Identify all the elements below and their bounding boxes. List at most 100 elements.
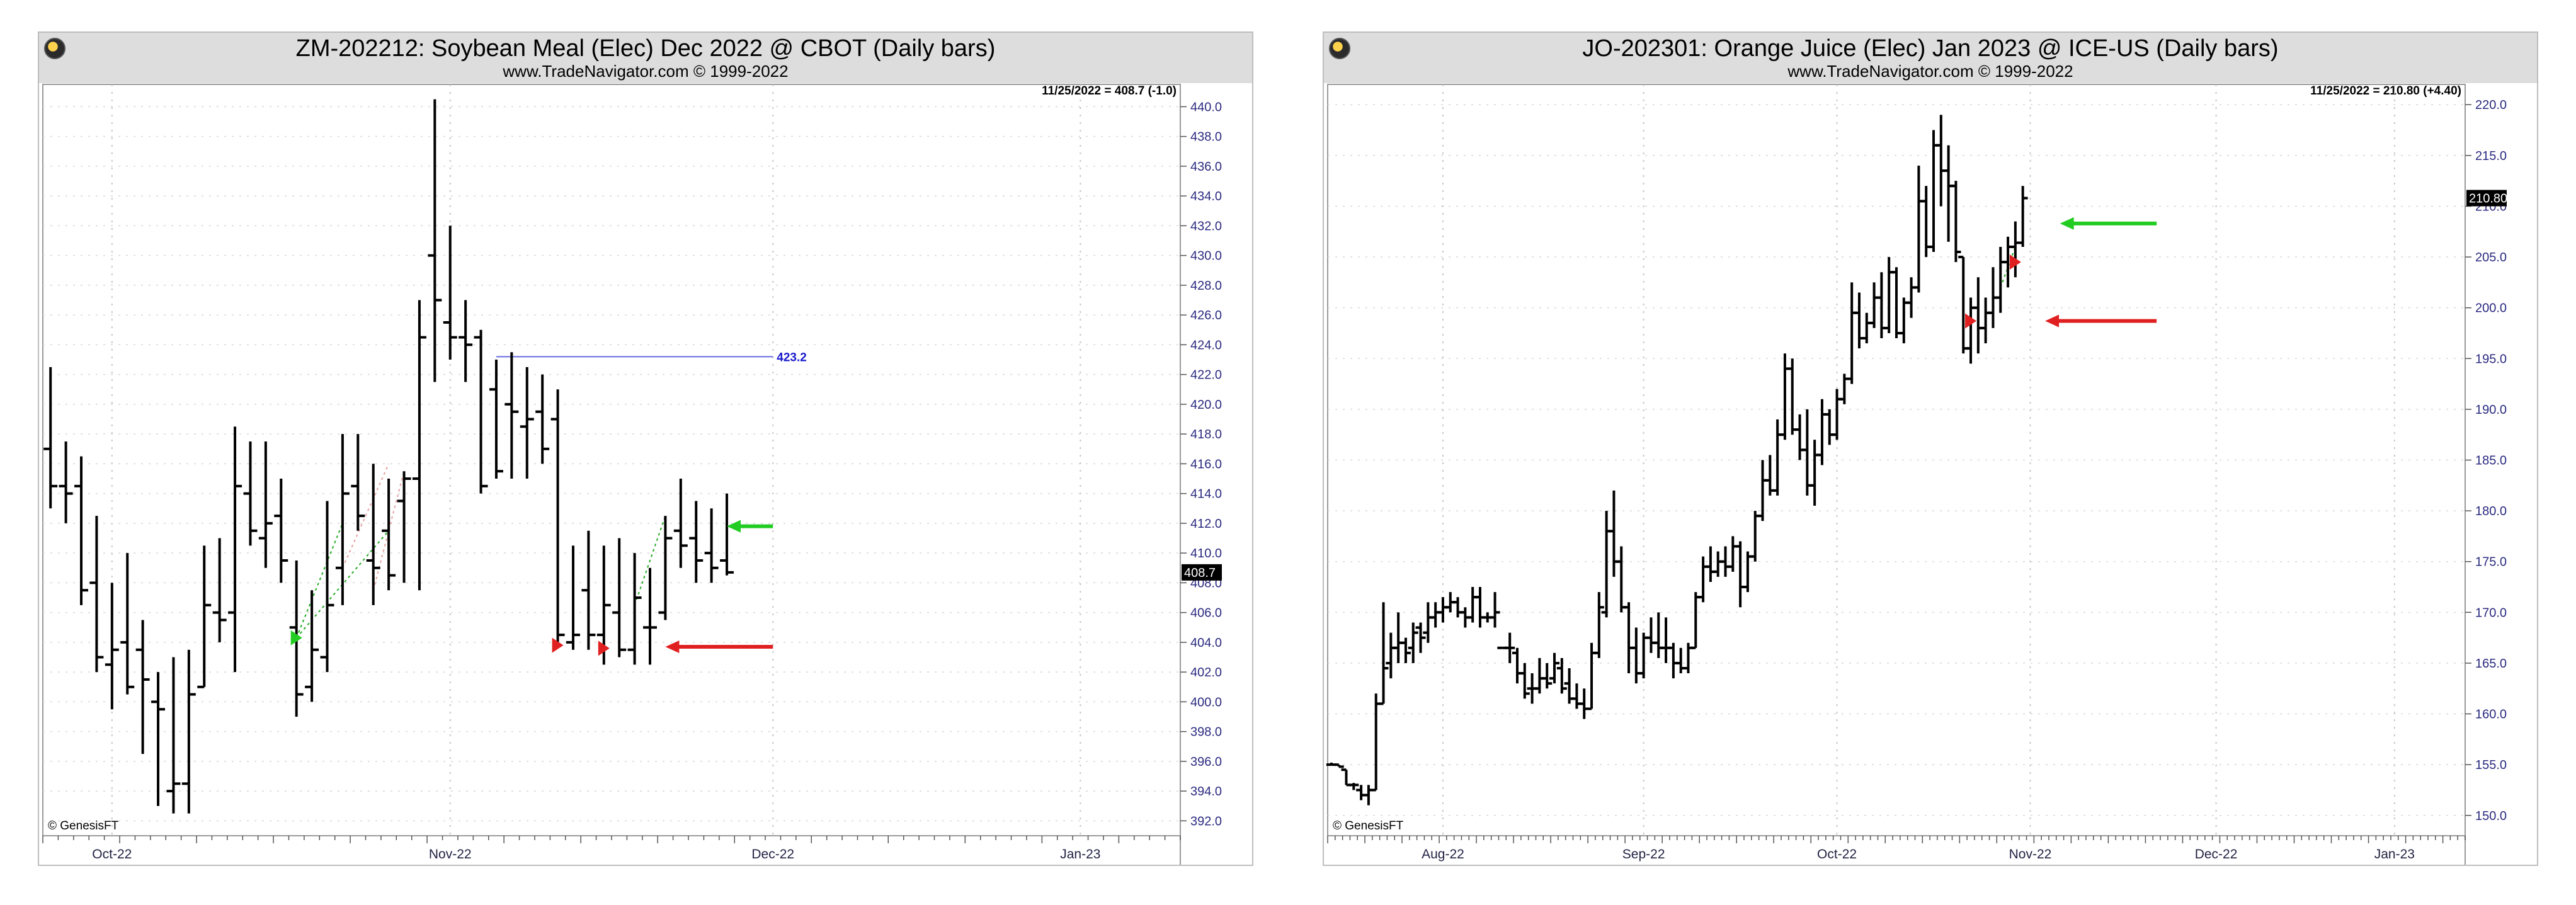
ohlc-bar[interactable]: [1452, 597, 1463, 618]
ohlc-bar[interactable]: [1772, 419, 1783, 496]
ohlc-bar[interactable]: [212, 538, 227, 642]
ohlc-bar[interactable]: [689, 501, 704, 583]
ohlc-bar[interactable]: [673, 479, 688, 568]
ohlc-bar[interactable]: [1898, 297, 1909, 344]
ohlc-bar[interactable]: [704, 508, 719, 583]
ohlc-bar[interactable]: [1490, 592, 1500, 628]
ohlc-bar[interactable]: [1519, 663, 1530, 699]
ohlc-bar[interactable]: [1728, 536, 1738, 572]
ohlc-bar[interactable]: [151, 672, 166, 806]
ohlc-bar[interactable]: [1802, 409, 1813, 496]
ohlc-bar[interactable]: [1824, 409, 1835, 445]
ohlc-bar[interactable]: [1348, 783, 1359, 790]
ohlc-bar[interactable]: [1884, 257, 1895, 333]
ohlc-bar[interactable]: [1579, 688, 1590, 719]
ohlc-bar[interactable]: [443, 225, 457, 360]
ohlc-bar[interactable]: [1787, 358, 1798, 435]
ohlc-bar[interactable]: [1668, 642, 1678, 679]
ohlc-bar[interactable]: [1713, 551, 1723, 577]
ohlc-bar[interactable]: [243, 441, 258, 546]
ohlc-bar[interactable]: [1468, 587, 1478, 623]
ohlc-bar[interactable]: [135, 620, 150, 754]
ohlc-bar[interactable]: [197, 545, 212, 688]
ohlc-bar[interactable]: [366, 464, 380, 605]
ohlc-bar[interactable]: [550, 389, 565, 642]
ohlc-bar[interactable]: [59, 441, 73, 523]
ohlc-bar[interactable]: [1750, 511, 1760, 562]
ohlc-bar[interactable]: [1341, 768, 1352, 787]
ohlc-bar[interactable]: [612, 538, 627, 657]
ohlc-bar[interactable]: [1809, 440, 1820, 506]
ohlc-bar[interactable]: [1661, 617, 1672, 663]
ohlc-bar[interactable]: [627, 553, 642, 665]
ohlc-bar[interactable]: [520, 367, 534, 479]
ohlc-bar[interactable]: [1847, 282, 1857, 384]
ohlc-bar[interactable]: [1534, 657, 1545, 694]
ohlc-bar[interactable]: [504, 352, 519, 479]
ohlc-bar[interactable]: [1631, 627, 1641, 684]
ohlc-bar[interactable]: [1690, 592, 1701, 649]
ohlc-bar[interactable]: [1951, 181, 1961, 263]
ohlc-bar[interactable]: [1415, 622, 1426, 653]
ohlc-bar[interactable]: [1378, 602, 1389, 705]
ohlc-bar[interactable]: [1638, 632, 1649, 679]
ohlc-bar[interactable]: [428, 99, 442, 382]
ohlc-bar[interactable]: [1474, 587, 1485, 628]
ohlc-bar[interactable]: [1861, 312, 1872, 344]
ohlc-bar[interactable]: [720, 493, 734, 576]
ohlc-bar[interactable]: [1980, 297, 1991, 344]
ohlc-plot[interactable]: Oct-22 Nov-22 Dec-22 Jan-23 440.0 438.0 436.0 4…: [39, 33, 1252, 865]
ohlc-bar[interactable]: [1891, 267, 1901, 339]
ohlc-bar[interactable]: [181, 649, 196, 814]
ohlc-bar[interactable]: [397, 471, 411, 583]
ohlc-bar[interactable]: [1943, 145, 1954, 242]
ohlc-bar[interactable]: [1386, 632, 1396, 679]
ohlc-bar[interactable]: [1356, 785, 1367, 800]
ohlc-bar[interactable]: [1929, 130, 1939, 253]
ohlc-bar[interactable]: [1757, 460, 1768, 521]
ohlc-bar[interactable]: [1735, 541, 1746, 608]
ohlc-bar[interactable]: [1935, 115, 1946, 207]
ohlc-bar[interactable]: [89, 516, 104, 673]
tradenavigator-logo-icon[interactable]: [44, 38, 66, 59]
ohlc-bar[interactable]: [1371, 693, 1381, 792]
ohlc-bar[interactable]: [566, 545, 580, 650]
ohlc-bar[interactable]: [74, 456, 88, 605]
ohlc-bar[interactable]: [1571, 683, 1582, 709]
ohlc-bar[interactable]: [1430, 602, 1441, 628]
ohlc-bar[interactable]: [489, 360, 503, 479]
ohlc-bar[interactable]: [1593, 592, 1604, 658]
ohlc-bar[interactable]: [2017, 186, 2028, 247]
ohlc-bar[interactable]: [1653, 612, 1664, 658]
ohlc-bar[interactable]: [305, 590, 319, 702]
ohlc-bar[interactable]: [1779, 353, 1790, 440]
ohlc-bar[interactable]: [474, 329, 488, 494]
ohlc-bar[interactable]: [1624, 602, 1634, 674]
ohlc-bar[interactable]: [1363, 785, 1374, 805]
ohlc-bar[interactable]: [1333, 763, 1344, 768]
ohlc-bar[interactable]: [459, 300, 473, 382]
ohlc-bar[interactable]: [1869, 282, 1879, 328]
ohlc-bar[interactable]: [166, 657, 181, 814]
ohlc-bar[interactable]: [1973, 277, 1983, 354]
ohlc-bar[interactable]: [43, 367, 58, 509]
ohlc-bar[interactable]: [1437, 597, 1448, 623]
ohlc-bar[interactable]: [1913, 165, 1924, 293]
ohlc-bar[interactable]: [1906, 277, 1917, 318]
ohlc-bar[interactable]: [1958, 256, 1969, 354]
ohlc-bar[interactable]: [1995, 246, 2006, 313]
ohlc-bar[interactable]: [535, 374, 550, 464]
ohlc-bar[interactable]: [581, 530, 596, 650]
ohlc-bar[interactable]: [643, 567, 657, 665]
ohlc-bar[interactable]: [228, 426, 242, 673]
ohlc-bar[interactable]: [1705, 546, 1716, 582]
ohlc-bar[interactable]: [258, 441, 273, 568]
ohlc-bar[interactable]: [1646, 617, 1656, 653]
ohlc-bar[interactable]: [1616, 546, 1627, 613]
ohlc-bar[interactable]: [1549, 652, 1560, 684]
ohlc-bar[interactable]: [1854, 292, 1864, 349]
ohlc-bar[interactable]: [351, 434, 365, 531]
ohlc-bar[interactable]: [658, 516, 673, 620]
ohlc-bar[interactable]: [1408, 622, 1418, 663]
ohlc-bar[interactable]: [1609, 490, 1619, 577]
